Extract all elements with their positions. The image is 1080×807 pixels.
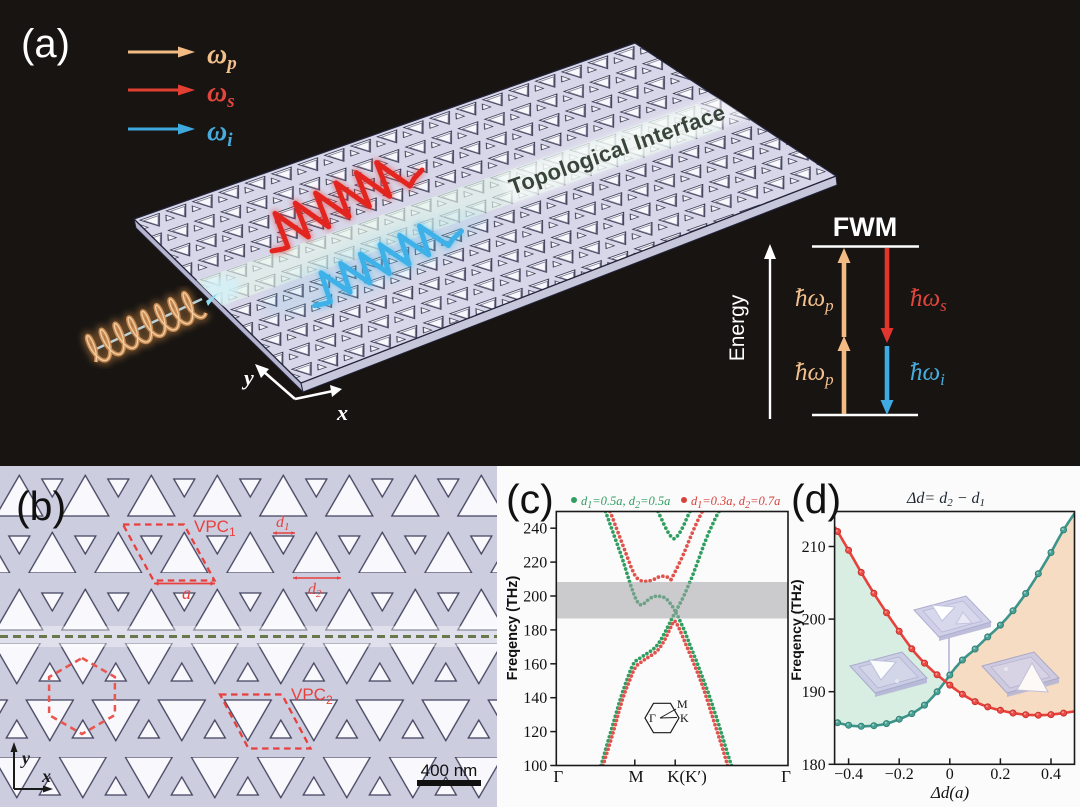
svg-text:180: 180: [802, 757, 826, 774]
svg-text:0.4: 0.4: [1041, 766, 1061, 783]
svg-text:190: 190: [802, 684, 826, 701]
svg-text:VPC2: VPC2: [291, 685, 333, 707]
svg-text:Γ: Γ: [649, 711, 656, 725]
svg-text:Γ: Γ: [781, 767, 791, 786]
svg-text:200: 200: [802, 612, 826, 629]
svg-text:Δd(a): Δd(a): [930, 783, 970, 802]
svg-text:0.2: 0.2: [990, 766, 1010, 783]
svg-text:K(K′): K(K′): [667, 767, 707, 786]
svg-text:(b): (b): [16, 483, 66, 529]
svg-text:220: 220: [523, 555, 547, 572]
svg-text:0: 0: [946, 766, 954, 783]
svg-text:140: 140: [523, 690, 547, 707]
svg-text:(a): (a): [21, 22, 70, 66]
svg-text:120: 120: [523, 724, 547, 741]
svg-text:M: M: [677, 697, 688, 711]
svg-text:180: 180: [523, 622, 547, 639]
svg-text:Energy: Energy: [726, 294, 749, 361]
svg-text:K: K: [680, 711, 689, 725]
svg-text:Γ: Γ: [553, 767, 563, 786]
svg-text:(d): (d): [791, 476, 841, 522]
svg-text:FWM: FWM: [833, 212, 897, 242]
svg-text:(c): (c): [506, 476, 554, 522]
svg-text:−0.4: −0.4: [834, 766, 863, 783]
svg-text:hωi: hωi: [910, 359, 945, 389]
svg-text:x: x: [41, 766, 51, 786]
svg-text:y: y: [20, 748, 31, 768]
svg-text:Δd= d2 − d1: Δd= d2 − d1: [906, 490, 985, 509]
svg-text:100: 100: [523, 758, 547, 775]
svg-text:200: 200: [523, 589, 547, 606]
svg-text:400 nm: 400 nm: [421, 761, 478, 780]
svg-text:y: y: [241, 365, 254, 390]
svg-text:a: a: [182, 583, 191, 603]
svg-text:160: 160: [523, 656, 547, 673]
svg-text:Freqency (THz): Freqency (THz): [505, 575, 521, 680]
svg-text:−0.2: −0.2: [885, 766, 914, 783]
svg-text:d1=0.3a, d2=0.7a: d1=0.3a, d2=0.7a: [691, 494, 780, 511]
svg-text:210: 210: [802, 539, 826, 556]
svg-text:M: M: [628, 767, 643, 786]
svg-text:VPC1: VPC1: [194, 517, 236, 539]
svg-text:d1=0.5a, d2=0.5a: d1=0.5a, d2=0.5a: [581, 494, 670, 511]
svg-text:x: x: [336, 400, 348, 425]
svg-text:Freqency (THz): Freqency (THz): [788, 579, 804, 680]
svg-text:240: 240: [523, 521, 547, 538]
